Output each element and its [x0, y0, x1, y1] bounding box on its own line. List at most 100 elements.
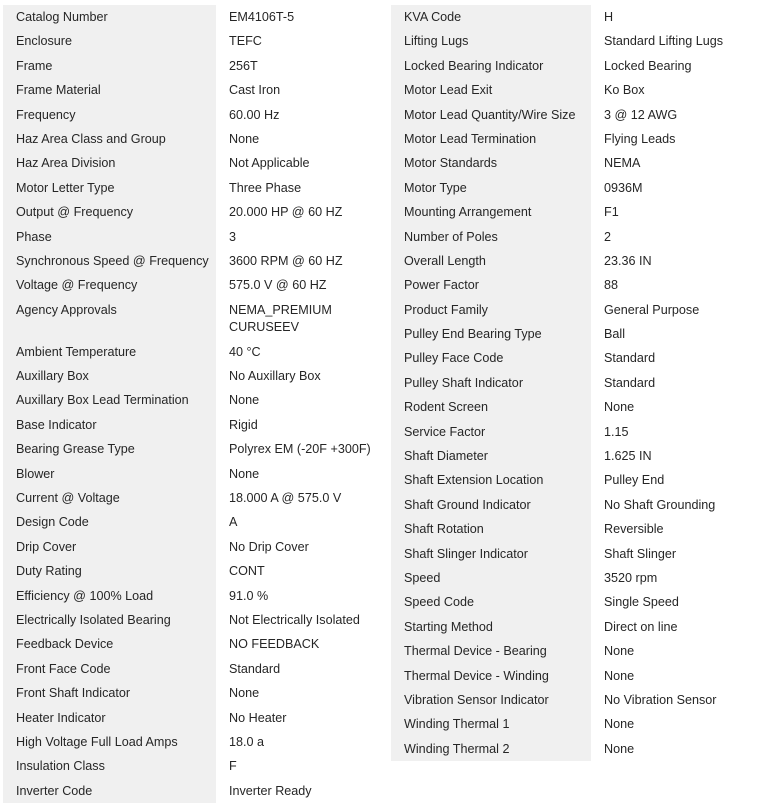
- spec-label: Electrically Isolated Bearing: [3, 607, 216, 633]
- spec-row: Bearing Grease Type Polyrex EM (-20F +300…: [3, 437, 391, 462]
- spec-label: Haz Area Division: [3, 151, 216, 176]
- spec-label: Winding Thermal 1: [391, 712, 591, 737]
- spec-value: 18.000 A @ 575.0 V: [229, 491, 342, 506]
- spec-row: Front Face Code Standard: [3, 656, 391, 682]
- spec-row: Duty Rating CONT: [3, 559, 391, 584]
- spec-value: 60.00 Hz: [229, 107, 280, 122]
- spec-label: Enclosure: [3, 29, 216, 54]
- spec-label: Auxillary Box: [3, 364, 216, 389]
- spec-value: Standard: [604, 375, 656, 390]
- spec-row: Efficiency @ 100% Load 91.0 %: [3, 583, 391, 608]
- spec-row: Shaft Diameter 1.625 IN: [391, 444, 761, 469]
- spec-value: Inverter Ready: [229, 783, 312, 798]
- spec-label: Pulley Face Code: [391, 346, 591, 371]
- spec-row: Shaft Rotation Reversible: [391, 517, 761, 542]
- spec-label: Current @ Voltage: [3, 486, 216, 511]
- spec-row: Pulley Shaft Indicator Standard: [391, 370, 761, 396]
- spec-value: 3520 rpm: [604, 570, 658, 585]
- spec-value: Ball: [604, 327, 625, 342]
- spec-value: NEMA: [604, 156, 641, 171]
- spec-row: Synchronous Speed @ Frequency 3600 RPM @ …: [3, 248, 391, 274]
- spec-value: No Drip Cover: [229, 539, 309, 554]
- spec-row: Insulation Class F: [3, 754, 391, 779]
- spec-label: Bearing Grease Type: [3, 437, 216, 462]
- spec-value: H: [604, 10, 614, 24]
- spec-row: Thermal Device - Bearing None: [391, 639, 761, 664]
- spec-row: Pulley Face Code Standard: [391, 346, 761, 371]
- spec-label: Design Code: [3, 510, 216, 535]
- spec-value: No Auxillary Box: [229, 369, 321, 384]
- spec-value: Flying Leads: [604, 131, 676, 146]
- spec-label: Starting Method: [391, 614, 591, 640]
- spec-row: Mounting Arrangement F1: [391, 200, 761, 225]
- spec-label: Motor Type: [391, 175, 591, 201]
- spec-row: Agency Approvals NEMA_PREMIUM CURUSEEV: [3, 297, 391, 340]
- spec-label: Motor Standards: [391, 151, 591, 176]
- spec-label: Frame Material: [3, 78, 216, 103]
- spec-label: Motor Letter Type: [3, 175, 216, 201]
- spec-row: Electrically Isolated Bearing Not Electri…: [3, 607, 391, 633]
- spec-label: Power Factor: [391, 273, 591, 298]
- spec-row: Design Code A: [3, 510, 391, 535]
- spec-row: Rodent Screen None: [391, 395, 761, 420]
- spec-value: 3: [229, 229, 237, 244]
- spec-value: 3 @ 12 AWG: [604, 107, 678, 122]
- spec-row: Catalog Number EM4106T-5: [3, 5, 391, 30]
- spec-row: Ambient Temperature 40 °C: [3, 339, 391, 365]
- spec-row: Current @ Voltage 18.000 A @ 575.0 V: [3, 486, 391, 511]
- spec-row: Pulley End Bearing Type Ball: [391, 322, 761, 347]
- spec-label: Locked Bearing Indicator: [391, 53, 591, 79]
- spec-row: Frame Material Cast Iron: [3, 78, 391, 103]
- spec-value: General Purpose: [604, 302, 700, 317]
- spec-label: Overall Length: [391, 248, 591, 274]
- spec-value: No Vibration Sensor: [604, 692, 717, 707]
- spec-value: 18.0 a: [229, 734, 265, 749]
- spec-row: Shaft Extension Location Pulley End: [391, 468, 761, 493]
- spec-value: Locked Bearing: [604, 58, 692, 73]
- spec-label: Winding Thermal 2: [391, 736, 591, 762]
- spec-row: Base Indicator Rigid: [3, 412, 391, 438]
- spec-label: Pulley End Bearing Type: [391, 322, 591, 347]
- spec-row: Enclosure TEFC: [3, 29, 391, 54]
- spec-label: Shaft Rotation: [391, 517, 591, 542]
- spec-label: Duty Rating: [3, 559, 216, 584]
- spec-row: Motor Lead Quantity/Wire Size 3 @ 12 AWG: [391, 102, 761, 127]
- spec-row: Frequency 60.00 Hz: [3, 102, 391, 127]
- spec-row: Service Factor 1.15: [391, 419, 761, 445]
- specs-table-right: KVA Code H Lifting Lugs Standard Lifting Lu…: [391, 5, 761, 762]
- spec-row: Speed Code Single Speed: [391, 590, 761, 615]
- spec-row: Auxillary Box Lead Termination None: [3, 388, 391, 413]
- spec-value: 23.36 IN: [604, 253, 652, 268]
- spec-row: Voltage @ Frequency 575.0 V @ 60 HZ: [3, 273, 391, 298]
- spec-row: Lifting Lugs Standard Lifting Lugs: [391, 29, 761, 54]
- spec-value: 575.0 V @ 60 HZ: [229, 278, 327, 293]
- spec-row: Overall Length 23.36 IN: [391, 248, 761, 274]
- spec-value: 3600 RPM @ 60 HZ: [229, 253, 343, 268]
- spec-label: Rodent Screen: [391, 395, 591, 420]
- spec-label: High Voltage Full Load Amps: [3, 729, 216, 755]
- spec-value: 1.625 IN: [604, 449, 652, 464]
- spec-label: Agency Approvals: [3, 297, 216, 340]
- spec-label: Shaft Slinger Indicator: [391, 541, 591, 566]
- spec-row: Shaft Slinger Indicator Shaft Slinger: [391, 541, 761, 566]
- spec-value: None: [229, 131, 260, 146]
- spec-label: Output @ Frequency: [3, 200, 216, 225]
- spec-label: Catalog Number: [3, 5, 216, 30]
- spec-value: None: [229, 466, 260, 481]
- spec-label: KVA Code: [391, 5, 591, 30]
- spec-value: Ko Box: [604, 83, 645, 98]
- spec-label: Synchronous Speed @ Frequency: [3, 248, 216, 274]
- spec-row: Drip Cover No Drip Cover: [3, 534, 391, 560]
- spec-value: F1: [604, 205, 619, 220]
- spec-label: Blower: [3, 461, 216, 487]
- spec-row: KVA Code H: [391, 5, 761, 30]
- spec-value: Standard: [229, 661, 281, 676]
- spec-value: Reversible: [604, 522, 664, 537]
- spec-row: Product Family General Purpose: [391, 297, 761, 323]
- spec-row: Motor Letter Type Three Phase: [3, 175, 391, 201]
- spec-value: None: [604, 400, 635, 415]
- spec-row: Frame 256T: [3, 53, 391, 79]
- spec-row: Winding Thermal 1 None: [391, 712, 761, 737]
- spec-value: None: [229, 393, 260, 408]
- spec-value: No Heater: [229, 710, 287, 725]
